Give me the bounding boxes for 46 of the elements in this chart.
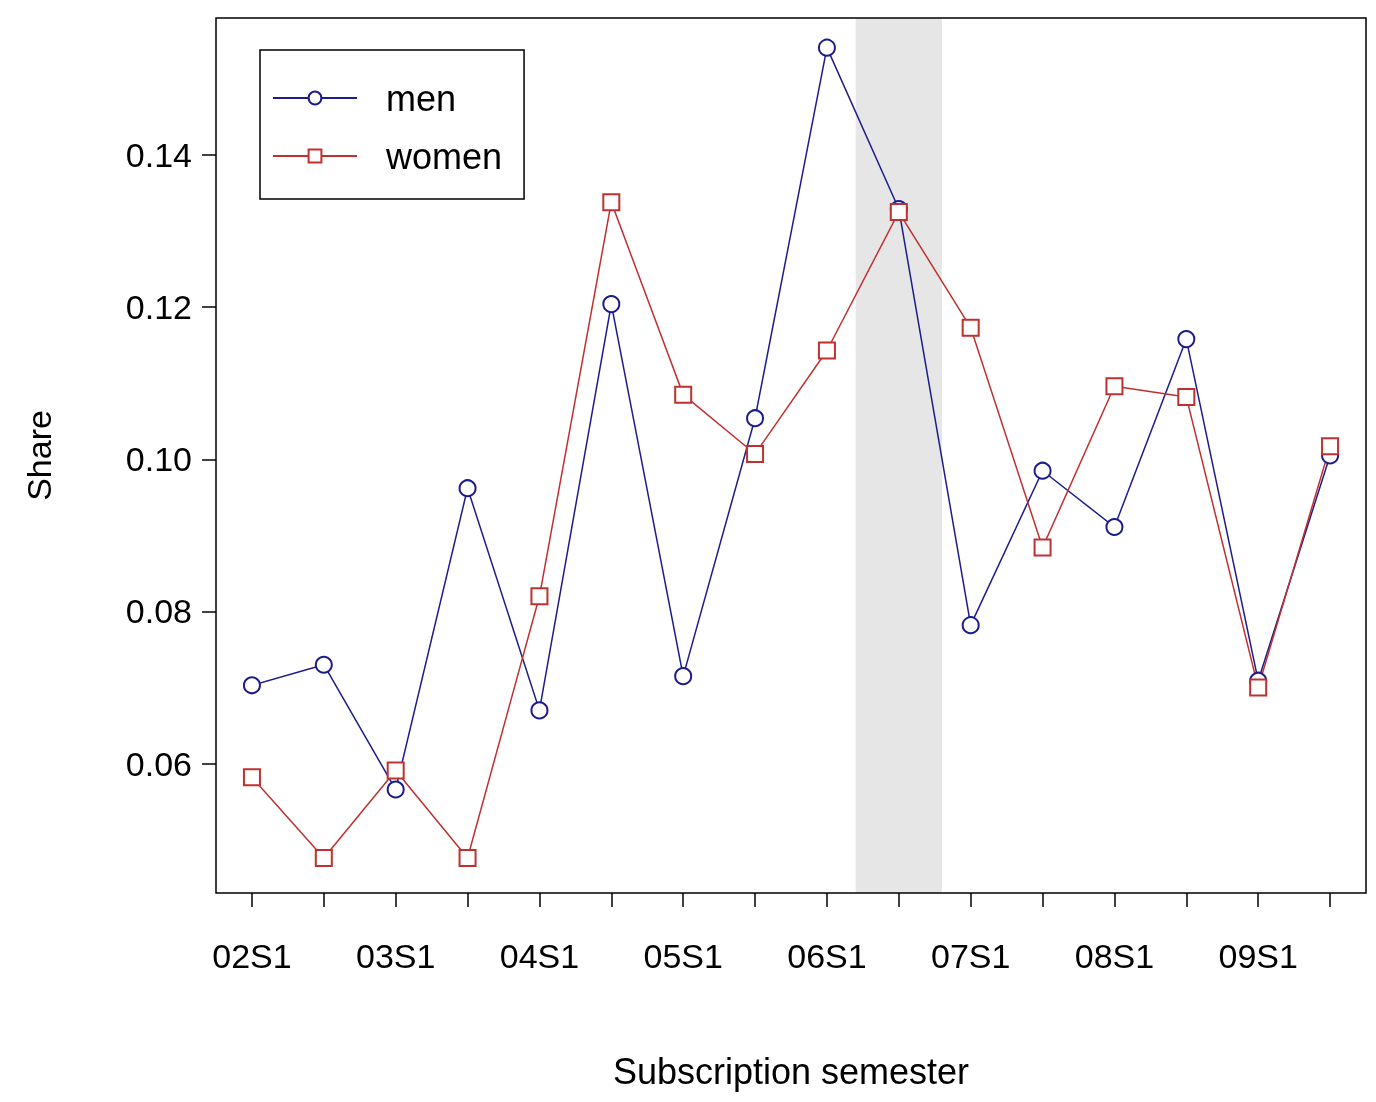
y-tick-label: 0.06 xyxy=(125,744,192,783)
point xyxy=(746,444,765,463)
point xyxy=(1177,330,1196,349)
point xyxy=(314,849,333,867)
point xyxy=(530,587,549,606)
y-tick-label: 0.14 xyxy=(125,135,192,174)
point xyxy=(674,667,693,686)
point xyxy=(1105,518,1124,537)
point xyxy=(1321,437,1340,456)
x-axis-title: Subscription semester xyxy=(612,1050,970,1092)
point xyxy=(817,341,836,360)
point xyxy=(961,616,980,635)
point xyxy=(242,768,261,787)
point xyxy=(1249,678,1268,697)
point xyxy=(1105,377,1124,396)
point xyxy=(961,318,980,337)
x-tick-label: 07S1 xyxy=(930,937,1011,975)
point xyxy=(386,780,405,799)
point xyxy=(386,761,405,780)
point xyxy=(817,38,836,57)
x-tick-label: 09S1 xyxy=(1218,937,1298,975)
point xyxy=(1033,538,1052,557)
x-tick-label: 02S1 xyxy=(212,937,292,975)
point xyxy=(458,479,477,498)
point xyxy=(314,655,333,674)
y-axis-title: Share xyxy=(20,410,58,501)
point xyxy=(602,193,621,212)
point xyxy=(242,676,261,695)
x-tick-label: 04S1 xyxy=(499,937,580,975)
x-tick-label: 03S1 xyxy=(355,937,436,975)
point xyxy=(530,701,549,720)
legend-label: men xyxy=(386,77,457,119)
y-tick-label: 0.08 xyxy=(125,592,192,631)
x-tick-label: 08S1 xyxy=(1074,937,1155,975)
x-tick-label: 06S1 xyxy=(787,937,867,975)
point xyxy=(889,203,908,222)
point xyxy=(602,295,621,314)
legend-label: women xyxy=(385,135,503,177)
point xyxy=(1033,461,1052,480)
point xyxy=(1177,387,1196,406)
x-tick-label: 05S1 xyxy=(643,937,723,975)
point xyxy=(746,409,765,428)
point xyxy=(458,849,477,867)
y-tick-label: 0.10 xyxy=(125,440,192,479)
point xyxy=(674,385,693,404)
y-tick-label: 0.12 xyxy=(125,288,192,327)
